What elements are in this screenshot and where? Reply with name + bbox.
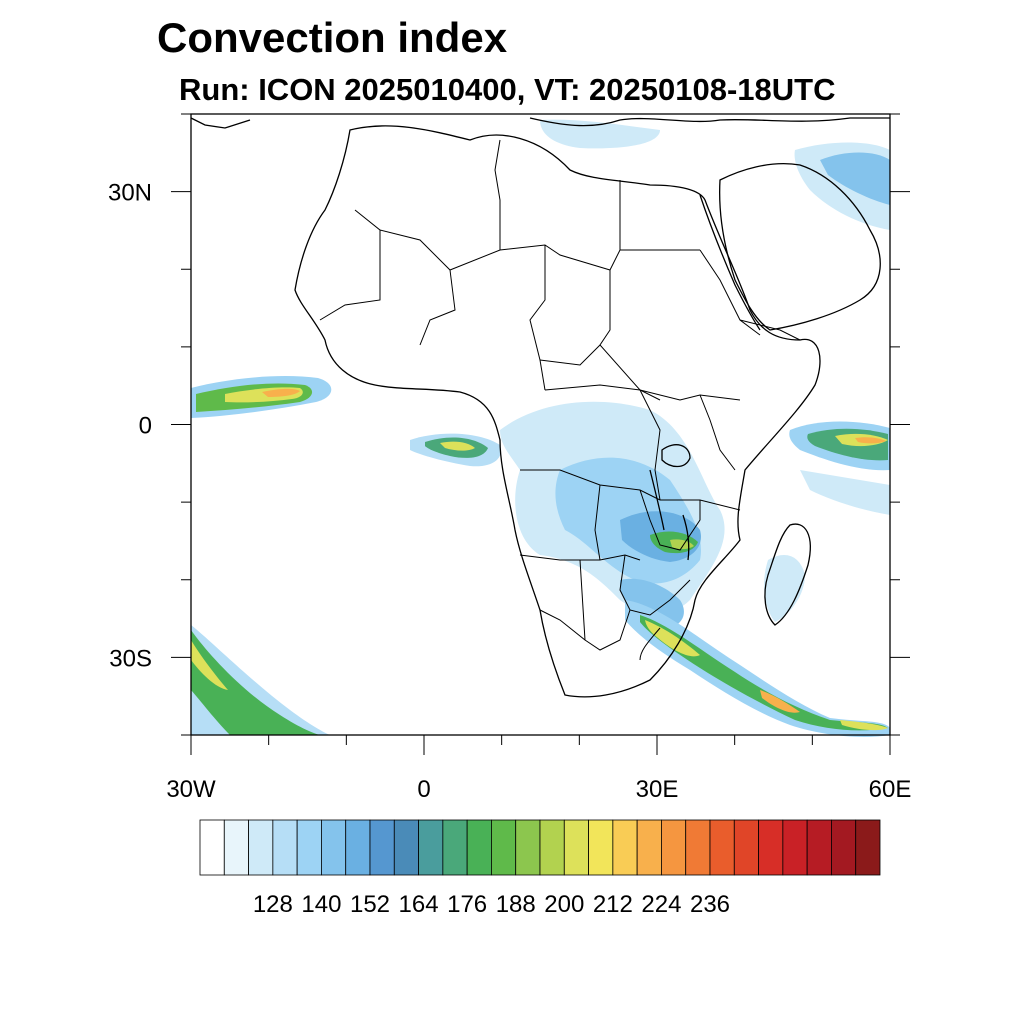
colorbar-swatch [855,819,881,876]
colorbar-swatch [515,819,541,876]
colorbar-label: 212 [593,891,633,918]
red-sea-coast [699,194,761,331]
colorbar-swatch [199,819,225,876]
convection-field-central-africa [500,401,725,629]
lon-tick-label: 30E [636,776,679,803]
colorbar-swatch [393,819,419,876]
colorbar-label: 224 [641,891,681,918]
colorbar-label: 236 [690,891,730,918]
lon-tick-label: 60E [869,776,912,803]
europe-coast [529,117,890,127]
colorbar-swatch [539,819,565,876]
colorbar-swatch [345,819,371,876]
convection-field [191,119,890,737]
map-title: Convection index [157,14,508,61]
colorbar [199,819,881,876]
lat-tick-label: 30N [108,180,152,207]
lon-axis-labels: 30W 0 30E 60E [166,776,911,803]
madagascar [764,523,811,626]
lake-tanganyika [649,469,665,531]
colorbar-label: 176 [447,891,487,918]
map-frame [171,113,910,755]
convection-field-mediterranean [540,119,660,149]
lat-tick-label: 0 [139,413,152,440]
colorbar-label: 188 [496,891,536,918]
colorbar-swatch [442,819,468,876]
colorbar-label: 164 [399,891,439,918]
colorbar-swatch [369,819,395,876]
lat-axis-labels: 30N 0 30S [108,180,152,673]
colorbar-label: 140 [301,891,341,918]
convection-field-madagascar [764,555,805,622]
colorbar-swatch [321,819,347,876]
colorbar-label: 200 [544,891,584,918]
colorbar-swatch [491,819,517,876]
convection-field-southern-africa [625,600,890,737]
colorbar-swatch [248,819,274,876]
colorbar-swatch [612,819,638,876]
colorbar-swatch [466,819,492,876]
lon-tick-label: 0 [417,776,430,803]
convection-field-indian-ocean [789,421,890,515]
convection-field-gulf-of-guinea [410,433,501,467]
colorbar-swatch [563,819,589,876]
colorbar-swatch [685,819,711,876]
colorbar-swatch [758,819,784,876]
colorbar-swatch [733,819,759,876]
colorbar-swatch [636,819,662,876]
africa-coastline [294,125,821,698]
colorbar-swatch [588,819,614,876]
colorbar-swatch [831,819,857,876]
colorbar-label: 152 [350,891,390,918]
map-subtitle: Run: ICON 2025010400, VT: 20250108-18UTC [179,72,836,107]
colorbar-swatch [296,819,322,876]
colorbar-swatch [806,819,832,876]
convection-field-arabian-sea [794,142,890,230]
colorbar-swatch [782,819,808,876]
country-borders [319,139,801,661]
colorbar-label: 128 [253,891,293,918]
arabian-peninsula [719,163,881,331]
lake-victoria [661,444,691,468]
colorbar-swatch [272,819,298,876]
colorbar-labels: 128 140 152 164 176 188 200 212 224 236 [253,891,730,918]
lon-tick-label: 30W [166,776,216,803]
colorbar-swatch [709,819,735,876]
convection-field-south-atlantic [191,625,330,735]
colorbar-swatch [223,819,249,876]
convection-field-atlantic-north [191,376,332,418]
colorbar-swatch [661,819,687,876]
lat-tick-label: 30S [109,645,152,672]
iberia-coast [190,117,251,129]
colorbar-swatch [418,819,444,876]
